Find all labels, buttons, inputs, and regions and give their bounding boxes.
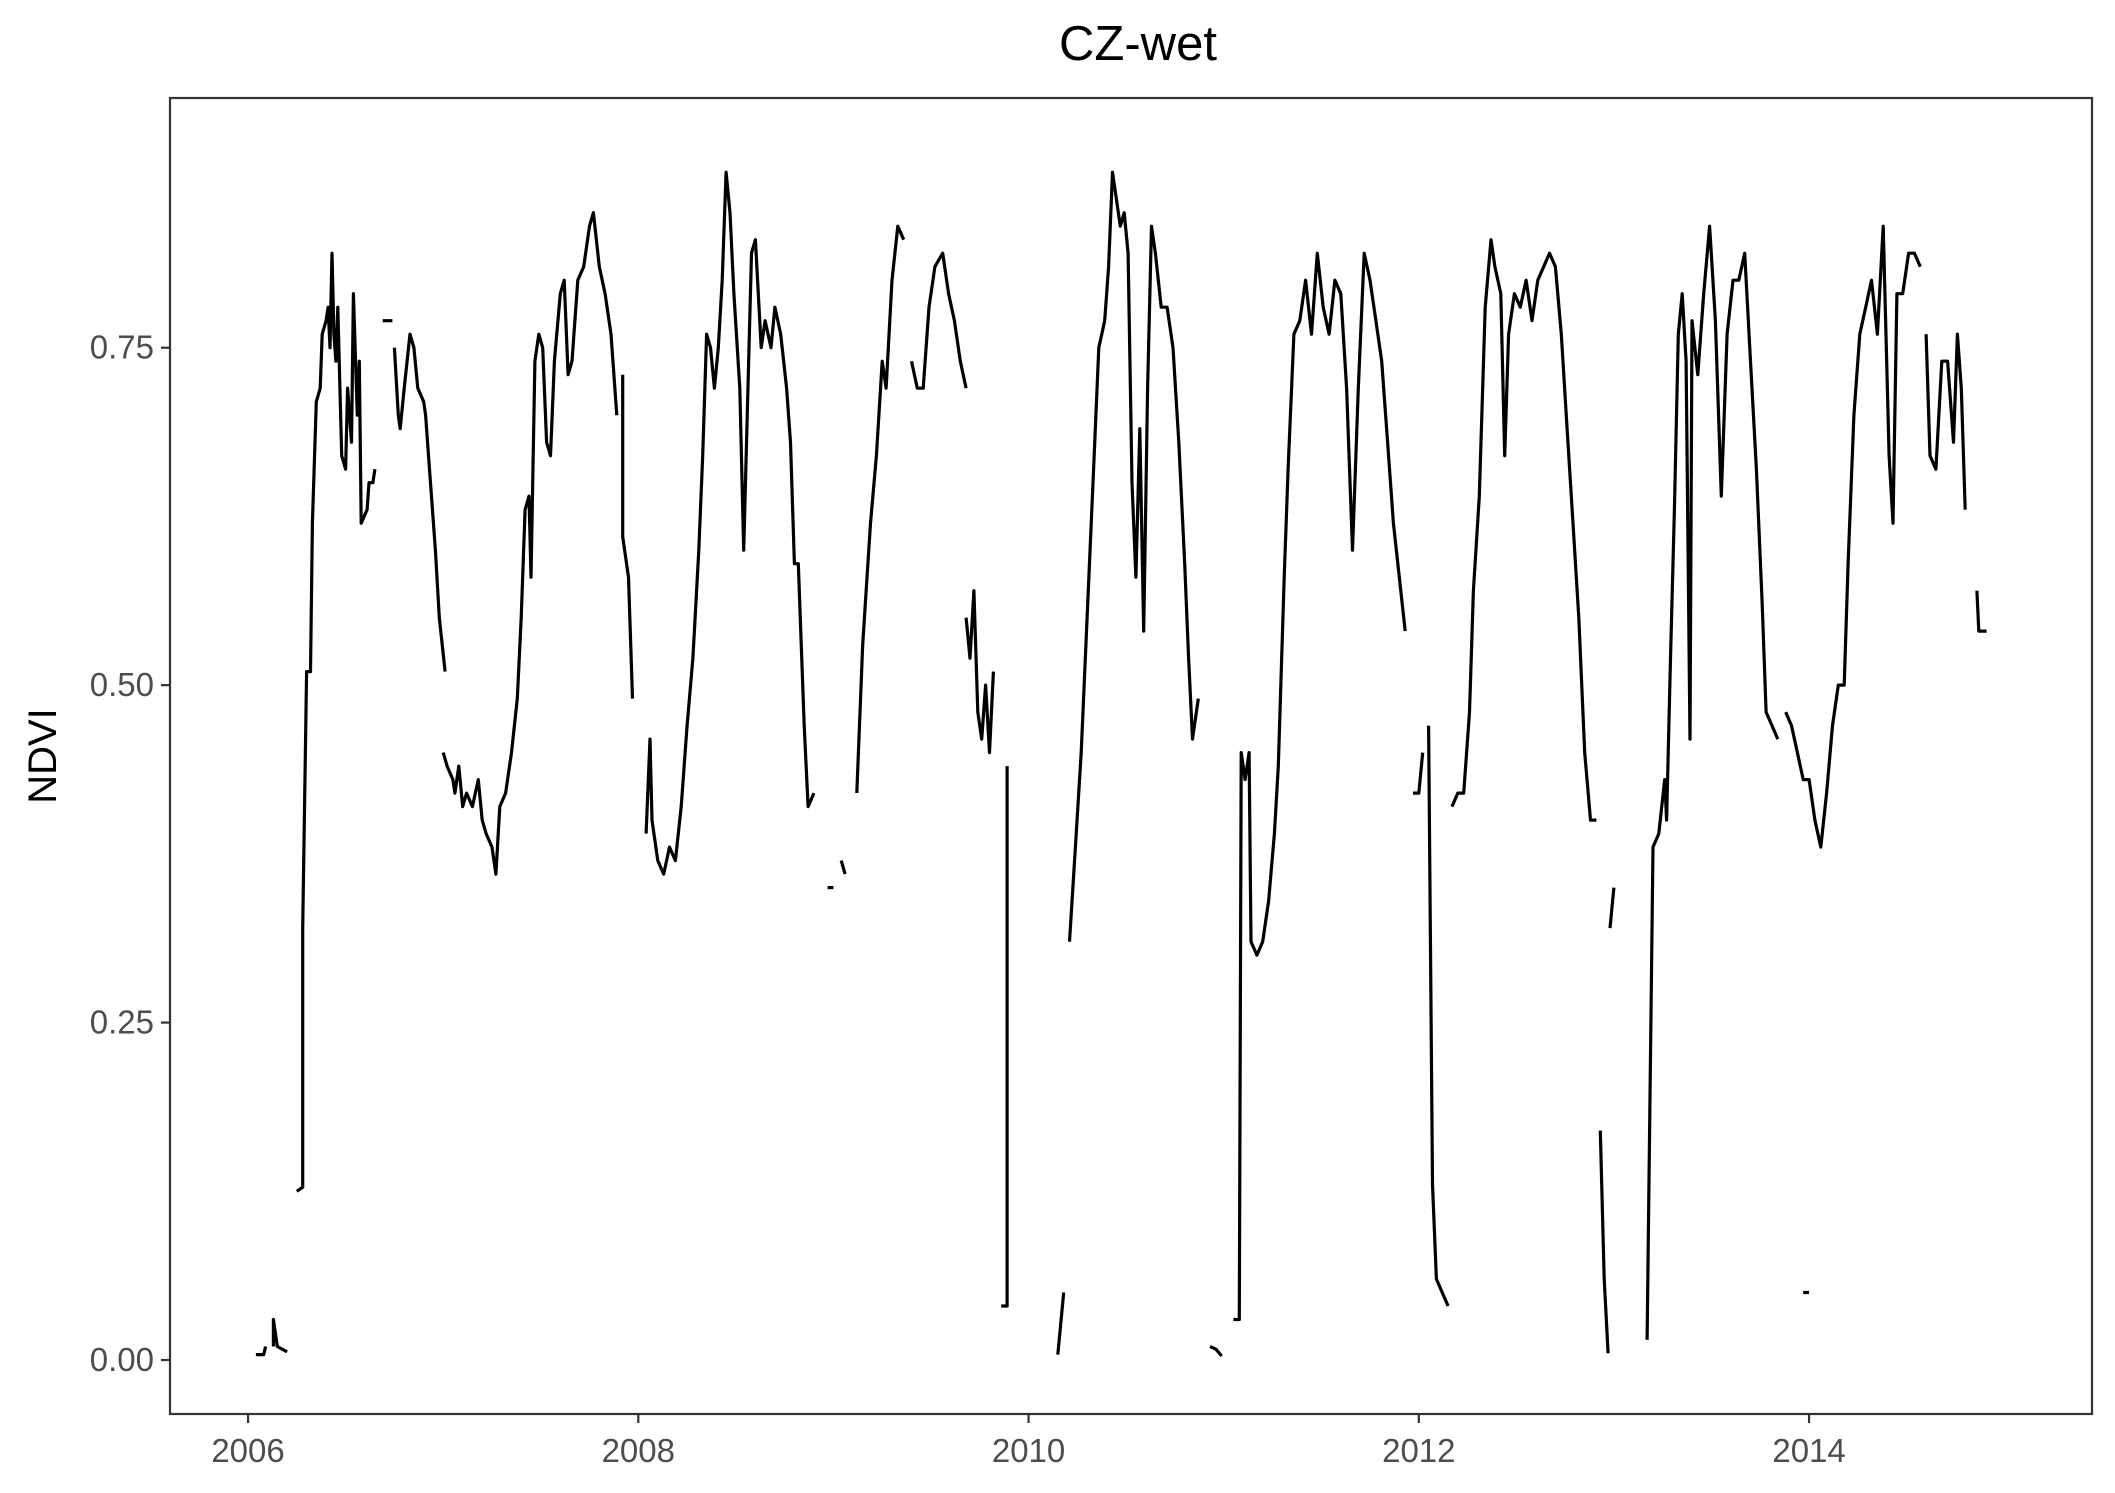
series-line-segment — [644, 170, 816, 876]
x-tick-label: 2006 — [211, 1432, 284, 1469]
series-line-segment — [441, 211, 619, 876]
series-line-segment — [1001, 766, 1009, 1308]
y-tick-label: 0.50 — [90, 666, 154, 703]
series-line-segment — [839, 860, 847, 875]
x-tick-label: 2012 — [1382, 1432, 1455, 1469]
series-line-segment — [1067, 170, 1200, 942]
y-axis-label: NDVI — [21, 708, 65, 804]
series-line-segment — [1056, 1292, 1066, 1355]
series-line-segment — [1924, 332, 1967, 510]
series-line-segment — [392, 332, 447, 672]
x-tick-label: 2010 — [992, 1432, 1065, 1469]
x-tick-label: 2008 — [602, 1432, 675, 1469]
series-line-segment — [1209, 1345, 1223, 1358]
series-line-segment — [1608, 887, 1616, 929]
series-group — [255, 170, 1987, 1358]
series-line-segment — [964, 589, 995, 755]
x-tick-label: 2014 — [1772, 1432, 1845, 1469]
series-line-segment — [621, 374, 635, 699]
series-line-segment — [1645, 224, 1780, 1340]
series-line-segment — [1975, 590, 1987, 633]
plot-panel — [168, 96, 2094, 1416]
y-tick-label: 0.75 — [90, 329, 154, 366]
y-axis: 0.00 0.25 0.50 0.75 — [90, 329, 170, 1378]
series-line-segment — [1784, 224, 1922, 849]
series-line-segment — [271, 1317, 288, 1354]
series-line-segment — [909, 251, 968, 390]
series-line-segment — [1427, 725, 1450, 1307]
y-tick-label: 0.25 — [90, 1004, 154, 1041]
series-line-segment — [295, 251, 377, 1193]
series-line-segment — [255, 1346, 268, 1357]
x-axis: 2006 2008 2010 2012 2014 — [211, 1414, 1846, 1469]
y-tick-label: 0.00 — [90, 1341, 154, 1378]
series-line-segment — [1413, 752, 1425, 795]
series-line-segment — [1450, 238, 1597, 822]
series-line-segment — [855, 224, 906, 794]
chart-title: CZ-wet — [1059, 17, 1217, 71]
series-line-segment — [1598, 1130, 1610, 1354]
series-line-segment — [1233, 251, 1407, 1322]
